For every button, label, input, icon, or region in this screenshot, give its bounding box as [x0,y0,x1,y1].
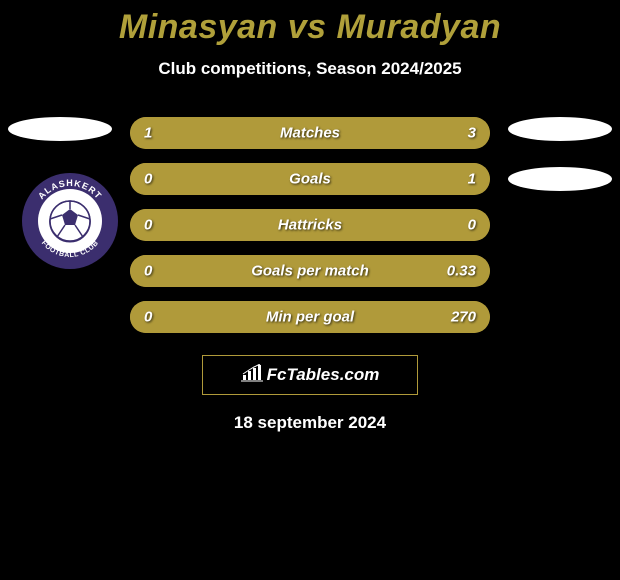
page-subtitle: Club competitions, Season 2024/2025 [0,59,620,79]
stat-label: Min per goal [266,309,354,326]
stat-value-a: 0 [144,309,152,326]
stat-value-b: 3 [468,125,476,142]
source-attribution: FcTables.com [202,355,418,395]
stat-value-a: 0 [144,217,152,234]
stat-label: Hattricks [278,217,342,234]
stat-bar: 0 Goals 1 [130,163,490,195]
stat-bar: 0 Hattricks 0 [130,209,490,241]
stat-value-b: 1 [468,171,476,188]
stat-label: Goals [289,171,331,188]
player-a-photo-placeholder [8,117,112,141]
player-b-logo-placeholder [508,167,612,191]
stat-value-b: 0 [468,217,476,234]
stat-value-b: 0.33 [447,263,476,280]
soccer-ball-icon [50,201,90,242]
comparison-content: ALASHKERT FOOTBALL CLUB 1 Matches 3 0 Goals 1… [0,117,620,433]
stat-bar: 0 Goals per match 0.33 [130,255,490,287]
stat-bar: 0 Min per goal 270 [130,301,490,333]
bar-chart-icon [241,364,263,387]
stats-bars: 1 Matches 3 0 Goals 1 0 Hattricks 0 0 Goals per ma… [130,117,490,333]
player-a-club-badge: ALASHKERT FOOTBALL CLUB [20,171,120,271]
stat-value-a: 0 [144,263,152,280]
snapshot-date: 18 september 2024 [0,413,620,433]
page-title: Minasyan vs Muradyan [0,0,620,47]
player-b-photo-placeholder [508,117,612,141]
stat-bar-fill-b [220,117,490,149]
stat-value-b: 270 [451,309,476,326]
stat-label: Matches [280,125,340,142]
stat-value-a: 0 [144,171,152,188]
stat-value-a: 1 [144,125,152,142]
stat-bar: 1 Matches 3 [130,117,490,149]
stat-label: Goals per match [251,263,369,280]
source-brand: FcTables.com [267,365,380,385]
